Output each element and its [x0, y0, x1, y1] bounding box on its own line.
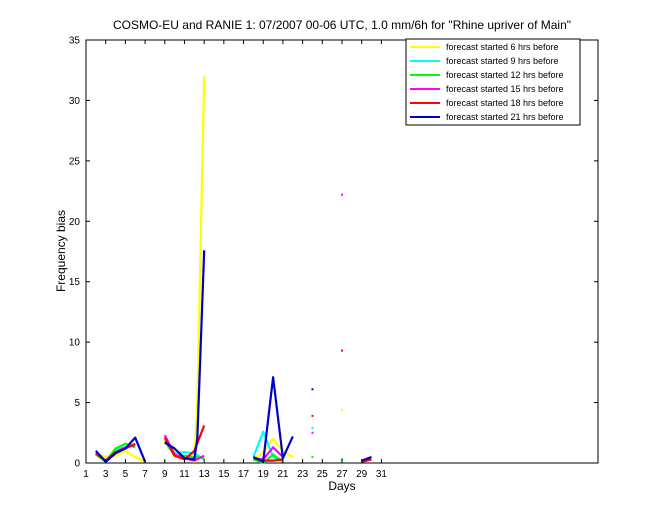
x-tick-label: 23 — [297, 469, 309, 480]
y-tick-label: 10 — [69, 338, 81, 349]
x-tick-label: 19 — [258, 469, 270, 480]
data-point — [341, 349, 343, 352]
x-tick-label: 27 — [336, 469, 348, 480]
x-tick-label: 25 — [317, 469, 329, 480]
legend-box — [405, 38, 581, 126]
x-tick-label: 11 — [179, 469, 190, 480]
series-layer — [94, 76, 372, 465]
x-tick-label: 5 — [123, 469, 129, 480]
axis-layer: 1 3 5 7 9 11 13 15 17 19 21 23 25 27 29 310510152025303… — [69, 36, 598, 480]
series-line — [361, 455, 372, 462]
y-tick-label: 25 — [69, 156, 81, 167]
x-tick-label: 15 — [218, 469, 230, 480]
x-tick-label: 21 — [277, 469, 289, 480]
legend-label: forecast started 21 hrs before — [446, 112, 564, 122]
series-line — [164, 250, 206, 461]
x-tick-label: 31 — [376, 469, 388, 480]
legend: forecast started 6 hrs before forecast st… — [405, 38, 581, 126]
data-point — [311, 388, 314, 391]
data-point — [311, 426, 314, 429]
series-line — [253, 453, 284, 465]
legend-label: forecast started 15 hrs before — [446, 84, 564, 94]
series-line — [361, 458, 372, 463]
data-point — [311, 431, 314, 434]
x-tick-label: 3 — [103, 469, 109, 480]
legend-label: forecast started 6 hrs before — [446, 42, 559, 52]
data-point — [341, 408, 343, 411]
chart-title: COSMO-EU and RANIE 1: 07/2007 00-06 UTC,… — [113, 18, 571, 32]
y-tick-label: 35 — [69, 36, 81, 47]
y-tick-label: 5 — [74, 398, 80, 409]
series-line — [95, 449, 146, 463]
data-point — [341, 193, 343, 196]
x-tick-label: 17 — [238, 469, 250, 480]
legend-label: forecast started 12 hrs before — [446, 70, 564, 80]
x-axis-label: Days — [328, 479, 355, 493]
legend-label: forecast started 9 hrs before — [446, 56, 559, 66]
series-6 — [94, 250, 372, 463]
x-tick-label: 9 — [162, 469, 168, 480]
x-tick-label: 7 — [142, 469, 148, 480]
x-tick-label: 13 — [199, 469, 211, 480]
series-line — [252, 376, 294, 463]
x-tick-label: 1 — [83, 469, 89, 480]
y-axis-label: Frequency bias — [54, 210, 68, 292]
y-tick-label: 15 — [69, 277, 81, 288]
series-line — [94, 436, 147, 463]
data-point — [311, 414, 314, 417]
y-tick-label: 30 — [69, 96, 81, 107]
x-tick-label: 29 — [356, 469, 368, 480]
data-point — [311, 455, 314, 458]
legend-label: forecast started 18 hrs before — [446, 98, 564, 108]
y-tick-label: 20 — [69, 217, 81, 228]
y-tick-label: 0 — [74, 459, 80, 470]
